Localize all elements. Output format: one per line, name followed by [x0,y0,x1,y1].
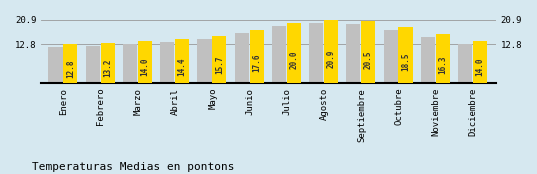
Text: 15.7: 15.7 [215,56,224,74]
Bar [287,23,301,83]
Text: 20.9: 20.9 [326,50,336,68]
Bar [398,27,412,83]
Text: 14.0: 14.0 [475,58,484,76]
Bar [123,44,137,83]
Text: 20.0: 20.0 [289,51,299,69]
Bar [383,30,398,83]
Bar [324,20,338,83]
Bar [86,46,100,83]
Text: 14.4: 14.4 [178,57,187,76]
Bar [175,39,189,83]
Text: 12.8: 12.8 [66,59,75,78]
Bar [48,47,63,83]
Bar [309,23,323,83]
Text: 17.6: 17.6 [252,54,261,72]
Text: 18.5: 18.5 [401,53,410,71]
Bar [250,30,264,83]
Bar [473,41,487,83]
Text: 14.0: 14.0 [140,58,149,76]
Bar [160,42,175,83]
Bar [212,35,227,83]
Text: 13.2: 13.2 [103,59,112,77]
Bar [346,24,360,83]
Bar [458,44,472,83]
Bar [421,37,435,83]
Text: 16.3: 16.3 [438,55,447,74]
Bar [235,33,249,83]
Text: 20.5: 20.5 [364,50,373,69]
Bar [138,41,152,83]
Text: Temperaturas Medias en pontons: Temperaturas Medias en pontons [32,162,235,172]
Bar [272,26,286,83]
Bar [198,39,212,83]
Bar [436,34,450,83]
Bar [100,43,115,83]
Bar [63,44,77,83]
Bar [361,21,375,83]
